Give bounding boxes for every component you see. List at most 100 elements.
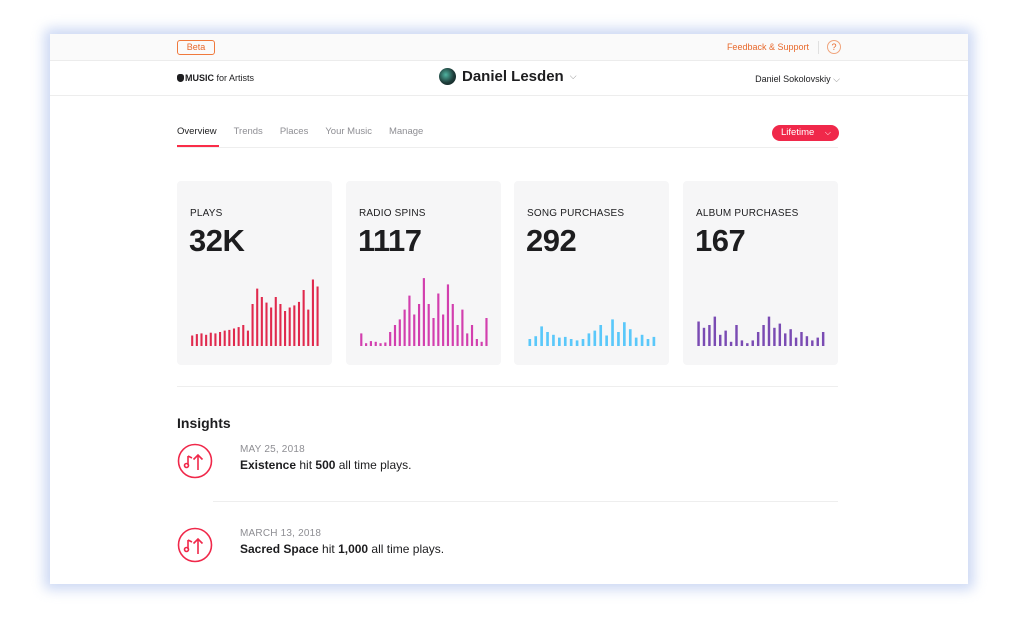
app-header: MUSIC for Artists Daniel Lesden ⌵ Daniel…	[50, 62, 968, 96]
section-divider	[177, 386, 838, 387]
tabs-divider	[177, 147, 838, 148]
insight-mid: hit	[318, 542, 339, 556]
brand-logo: MUSIC for Artists	[177, 73, 254, 83]
sparkline-bar	[740, 340, 744, 346]
sparkline-bar	[311, 279, 314, 346]
sparkline-bar	[307, 309, 310, 346]
sparkline-bar	[223, 330, 226, 346]
sparkline-bar	[422, 278, 425, 346]
sparkline-bar	[242, 325, 245, 346]
sparkline-bar	[816, 337, 819, 346]
sparkline-bar	[265, 302, 268, 346]
tab-places[interactable]: Places	[279, 126, 309, 137]
insight-amount: 1,000	[338, 542, 369, 556]
sparkline-bar	[274, 297, 277, 346]
active-tab-indicator	[177, 145, 219, 147]
brand-for-artists: for Artists	[214, 73, 255, 83]
stat-card-radio-spins[interactable]: RADIO SPINS 1117	[346, 181, 501, 365]
range-selector-button[interactable]: Lifetime ⌵	[772, 125, 839, 141]
sparkline-bar	[374, 341, 377, 346]
sparkline-bar	[446, 284, 450, 346]
apple-logo-icon	[177, 74, 184, 82]
sparkline-bar	[528, 339, 532, 346]
sparkline-bar	[623, 322, 626, 346]
chevron-down-icon: ⌵	[569, 71, 577, 81]
sparkline-bar	[389, 332, 392, 346]
stat-card-album-purchases[interactable]: ALBUM PURCHASES 167	[683, 181, 838, 365]
sparkline-bar	[617, 332, 620, 346]
sparkline-bar	[209, 332, 212, 346]
stat-label: ALBUM PURCHASES	[696, 208, 799, 219]
sparkline-bar	[456, 325, 459, 346]
sparkline-bar	[634, 337, 638, 346]
sparkline-bar	[546, 332, 549, 346]
sparkline-bar	[442, 314, 445, 346]
sparkline-bar	[360, 333, 363, 346]
sparkline-bar	[751, 340, 754, 346]
sparkline-bar	[611, 319, 614, 346]
sparkline-bar	[260, 297, 263, 346]
sparkline-bar	[784, 333, 787, 346]
sparkline-bar	[480, 341, 483, 346]
sparkline-bar	[432, 318, 435, 346]
sparkline-bar	[228, 329, 231, 346]
stat-card-plays[interactable]: PLAYS 32K	[177, 181, 332, 365]
sparkline-bar	[470, 325, 474, 346]
sparkline-bar	[581, 339, 585, 346]
tab-manage[interactable]: Manage	[388, 126, 424, 137]
sparkline-bar	[800, 332, 803, 346]
sparkline-bar	[552, 334, 555, 346]
sparkline-bar	[219, 332, 222, 346]
sparkline-bar	[756, 332, 760, 346]
sparkline-bar	[729, 341, 733, 346]
stat-card-song-purchases[interactable]: SONG PURCHASES 292	[514, 181, 669, 365]
tab-trends[interactable]: Trends	[233, 126, 263, 137]
sparkline-bar	[485, 318, 488, 346]
sparkline-bar	[652, 336, 656, 346]
sparkline-bar	[200, 333, 203, 346]
sparkline-bar	[270, 307, 273, 346]
sparkline-bar	[719, 334, 722, 346]
insight-date: MARCH 13, 2018	[240, 528, 322, 539]
sparkline-bar	[237, 327, 240, 346]
sparkline-bar	[735, 325, 738, 346]
sparkline-bar	[417, 304, 421, 346]
sparkline-bar	[232, 328, 236, 346]
sparkline-bar	[191, 335, 194, 346]
insight-tail: all time plays.	[368, 542, 445, 556]
user-menu[interactable]: Daniel Sokolovskiy ⌵	[755, 74, 840, 85]
sparkline-bar	[558, 337, 561, 346]
sparkline-bar	[746, 343, 749, 346]
sparkline-bar	[702, 327, 706, 346]
sparkline-bar	[794, 337, 798, 346]
sparkline-bar	[365, 343, 368, 346]
album-purchases-sparkline	[697, 316, 825, 346]
song-purchases-sparkline	[528, 319, 656, 346]
sparkline-bar	[316, 286, 319, 346]
sparkline-bar	[279, 304, 282, 346]
stat-label: RADIO SPINS	[359, 208, 426, 219]
sparkline-bar	[821, 332, 825, 346]
stat-value: 167	[695, 223, 746, 258]
stat-label: PLAYS	[190, 208, 223, 219]
sparkline-bar	[427, 304, 430, 346]
help-icon[interactable]: ?	[827, 40, 841, 54]
feedback-support-link[interactable]: Feedback & Support	[726, 42, 809, 52]
plays-sparkline	[191, 279, 319, 346]
sparkline-bar	[697, 321, 700, 346]
stat-value: 1117	[358, 223, 422, 258]
insight-tail: all time plays.	[335, 458, 412, 472]
sparkline-bar	[384, 342, 387, 346]
stat-value: 292	[526, 223, 577, 258]
sparkline-bar	[762, 325, 765, 346]
sparkline-bar	[767, 316, 771, 346]
insight-date: MAY 25, 2018	[240, 444, 305, 455]
tab-your-music[interactable]: Your Music	[325, 126, 372, 137]
tab-overview[interactable]: Overview	[177, 126, 217, 137]
sparkline-bar	[640, 334, 644, 346]
insight-mid: hit	[296, 458, 316, 472]
sparkline-bar	[708, 325, 711, 346]
sparkline-bar	[205, 334, 208, 346]
sparkline-bar	[724, 330, 727, 346]
artist-switcher[interactable]: Daniel Lesden ⌵	[439, 68, 577, 85]
